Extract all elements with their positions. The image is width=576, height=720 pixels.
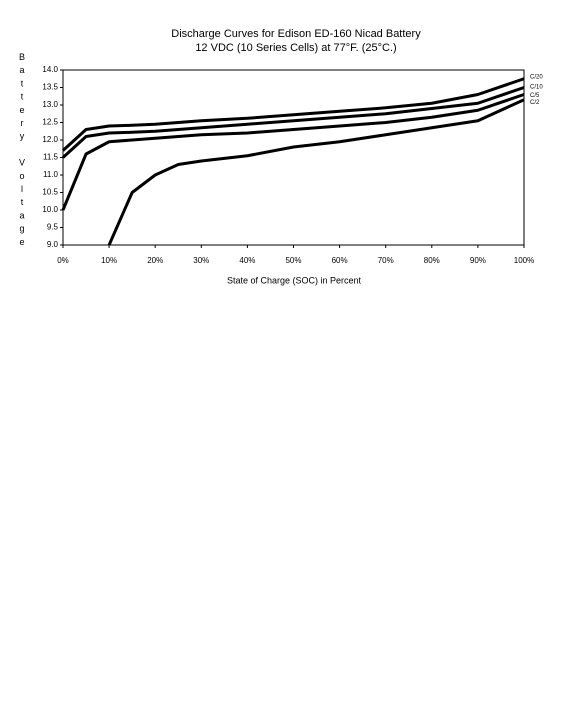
x-tick-label: 50% (285, 256, 301, 265)
y-tick-label: 9.0 (47, 240, 59, 249)
y-tick-label: 14.0 (42, 65, 58, 74)
legend-label: C/5 (530, 93, 540, 99)
y-axis-label: Battery Voltage (17, 52, 27, 250)
x-tick-label: 20% (147, 256, 163, 265)
legend-label: C/20 (530, 74, 543, 80)
x-tick-label: 0% (57, 256, 69, 265)
y-tick-label: 13.5 (42, 83, 58, 92)
legend-label: C/10 (530, 85, 543, 91)
x-tick-label: 70% (378, 256, 394, 265)
chart-title: Discharge Curves for Edison ED-160 Nicad… (171, 28, 421, 40)
x-tick-label: 40% (239, 256, 255, 265)
series-line (61, 77, 525, 152)
chart-subtitle: 12 VDC (10 Series Cells) at 77°F. (25°C.… (195, 42, 396, 54)
series-line (61, 93, 525, 211)
x-tick-label: 30% (193, 256, 209, 265)
x-tick-label: 90% (470, 256, 486, 265)
x-axis-label: State of Charge (SOC) in Percent (227, 275, 362, 285)
y-tick-label: 11.5 (43, 153, 59, 162)
y-tick-label: 12.0 (42, 135, 58, 144)
y-tick-label: 13.0 (42, 100, 58, 109)
y-tick-label: 9.5 (47, 223, 59, 232)
y-tick-label: 10.0 (42, 205, 58, 214)
x-tick-label: 10% (101, 256, 117, 265)
y-tick-label: 11.0 (43, 170, 59, 179)
y-tick-label: 12.5 (42, 118, 58, 127)
series-line (61, 86, 525, 159)
x-tick-label: 80% (424, 256, 440, 265)
legend-label: C/2 (530, 100, 540, 106)
y-tick-label: 10.5 (42, 188, 58, 197)
plot-frame (62, 69, 525, 246)
x-tick-label: 100% (514, 256, 534, 265)
x-tick-label: 60% (332, 256, 348, 265)
series-line (107, 98, 525, 246)
